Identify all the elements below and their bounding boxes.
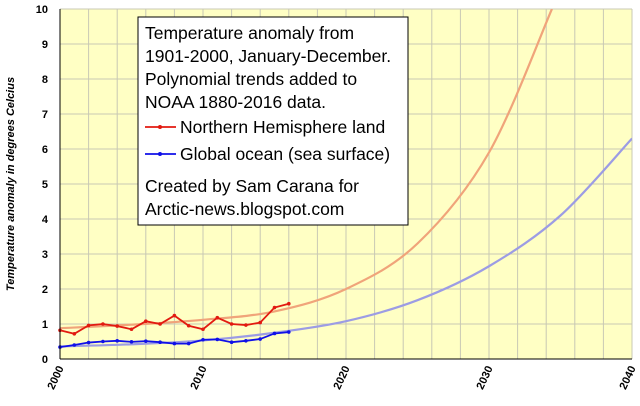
- nh-land-data-point: [229, 322, 234, 326]
- ocean-data-point: [172, 341, 177, 346]
- y-tick-label: 0: [42, 354, 48, 366]
- trend-lines: [60, 9, 632, 348]
- credit-line: Created by Sam Carana for: [145, 176, 359, 196]
- y-tick-label: 5: [42, 179, 48, 191]
- ocean-data-point: [144, 339, 148, 343]
- nh-land-data-point: [172, 313, 177, 318]
- x-tick-label: 2030: [474, 364, 495, 391]
- y-axis-title: Temperature anomaly in degrees Celcius: [5, 77, 17, 291]
- legend-box: Temperature anomaly from 1901-2000, Janua…: [137, 16, 409, 226]
- nh-land-data-point: [129, 327, 134, 332]
- nh-land-data-point: [72, 332, 77, 336]
- ocean-data-point: [229, 340, 234, 345]
- y-tick-label: 8: [42, 74, 48, 86]
- nh-land-data-point: [201, 327, 205, 332]
- y-tick-label: 10: [36, 4, 48, 16]
- y-tick-label: 3: [42, 249, 48, 261]
- annotation-line: 1901-2000, January-December.: [145, 46, 391, 66]
- nh-land-data-point: [144, 319, 148, 324]
- ocean-data-point: [101, 339, 105, 344]
- ocean-data-point: [186, 341, 191, 346]
- nh-land-data-point: [86, 323, 91, 328]
- y-tick-label: 7: [42, 109, 48, 121]
- x-tick-label: 2040: [617, 364, 638, 391]
- ocean-data-point: [272, 331, 277, 336]
- y-tick-label: 2: [42, 284, 48, 296]
- annotation-line: Temperature anomaly from: [145, 23, 354, 43]
- ocean-data-point: [287, 330, 291, 334]
- y-tick-label: 9: [42, 39, 48, 51]
- ocean-data-point: [244, 339, 248, 343]
- nh-land-data-point: [258, 320, 263, 325]
- nh-land-data-point: [101, 322, 105, 326]
- nh-land-data-point: [215, 315, 220, 320]
- data-series: [58, 301, 291, 349]
- nh-land-data-point: [287, 301, 291, 306]
- ocean-data-point: [201, 337, 205, 342]
- ocean-data-point: [86, 340, 91, 345]
- nh-land-data-point: [115, 324, 119, 328]
- ocean-data-point: [129, 340, 134, 344]
- ocean-legend-marker: [158, 152, 162, 156]
- ocean-data-point: [72, 343, 77, 347]
- y-tick-label: 1: [42, 319, 48, 331]
- nh-land-data-point: [244, 323, 248, 327]
- nh-land-legend-label: Northern Hemisphere land: [180, 117, 385, 137]
- annotation-line: Polynomial trends added to: [145, 69, 357, 89]
- nh-land-trend-curve: [60, 9, 553, 330]
- ocean-data-point: [115, 339, 119, 343]
- nh-land-legend-marker: [158, 125, 162, 129]
- credit-line: Arctic-news.blogspot.com: [145, 199, 344, 219]
- annotation-line: NOAA 1880-2016 data.: [145, 92, 326, 112]
- y-tick-label: 4: [42, 214, 49, 226]
- y-tick-label: 6: [42, 144, 48, 156]
- x-tick-label: 2000: [45, 364, 66, 391]
- ocean-data-point: [158, 340, 162, 345]
- ocean-data-point: [215, 337, 220, 342]
- nh-land-data-point: [186, 323, 191, 328]
- nh-land-data-point: [158, 322, 162, 326]
- ocean-data-point: [258, 337, 263, 341]
- ocean-trend-curve: [60, 137, 632, 348]
- ocean-legend-label: Global ocean (sea surface): [180, 144, 390, 164]
- legend-frame: [137, 16, 409, 226]
- nh-land-data-point: [272, 305, 277, 310]
- x-tick-label: 2010: [188, 364, 209, 391]
- x-tick-label: 2020: [331, 364, 352, 391]
